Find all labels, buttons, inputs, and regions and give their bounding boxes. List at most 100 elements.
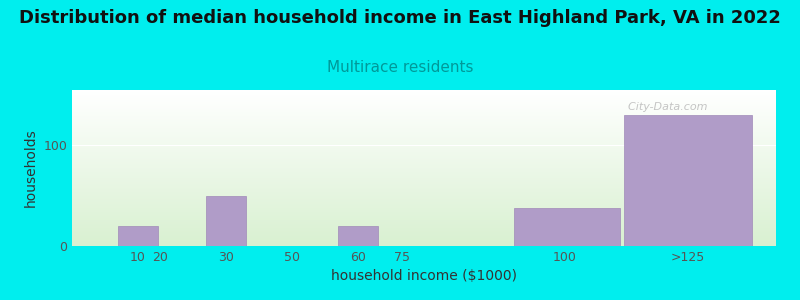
Bar xyxy=(72,198,776,199)
Bar xyxy=(72,160,776,161)
Bar xyxy=(72,90,776,91)
Bar xyxy=(72,179,776,180)
Bar xyxy=(72,204,776,205)
Bar xyxy=(72,196,776,197)
Text: City-Data.com: City-Data.com xyxy=(621,103,708,112)
Bar xyxy=(72,212,776,213)
Bar xyxy=(72,133,776,134)
Bar xyxy=(72,234,776,235)
Bar xyxy=(72,200,776,201)
Bar xyxy=(72,174,776,175)
Bar xyxy=(624,115,752,246)
Bar xyxy=(72,122,776,123)
Text: Multirace residents: Multirace residents xyxy=(326,60,474,75)
Bar xyxy=(72,192,776,193)
Bar xyxy=(72,203,776,204)
Bar xyxy=(72,193,776,194)
Bar xyxy=(72,213,776,214)
Bar xyxy=(72,238,776,239)
Bar xyxy=(72,110,776,111)
Bar xyxy=(72,125,776,126)
Bar xyxy=(72,163,776,164)
Bar xyxy=(72,118,776,119)
Bar xyxy=(72,175,776,176)
Bar xyxy=(72,189,776,190)
Bar xyxy=(72,226,776,227)
Bar xyxy=(72,182,776,183)
Bar xyxy=(72,149,776,150)
Y-axis label: households: households xyxy=(24,129,38,207)
Bar xyxy=(72,103,776,104)
Bar xyxy=(72,202,776,203)
Bar xyxy=(72,245,776,246)
Bar xyxy=(72,195,776,196)
Bar xyxy=(72,117,776,118)
Bar xyxy=(72,218,776,219)
Bar xyxy=(72,215,776,216)
Bar xyxy=(72,211,776,212)
Bar xyxy=(338,226,378,246)
Bar xyxy=(72,159,776,160)
Bar xyxy=(72,235,776,236)
Bar xyxy=(72,222,776,223)
Bar xyxy=(72,187,776,188)
Bar xyxy=(72,185,776,186)
Bar xyxy=(72,116,776,117)
Bar xyxy=(72,239,776,240)
Bar xyxy=(72,114,776,115)
Bar xyxy=(72,92,776,93)
Bar xyxy=(72,105,776,106)
Bar xyxy=(72,209,776,210)
Bar xyxy=(72,106,776,107)
Bar xyxy=(72,102,776,103)
Bar xyxy=(72,197,776,198)
Bar xyxy=(72,242,776,243)
Bar xyxy=(72,169,776,170)
Bar xyxy=(72,94,776,95)
Bar xyxy=(72,165,776,166)
Bar xyxy=(72,199,776,200)
Bar xyxy=(72,154,776,155)
Bar xyxy=(72,240,776,241)
Bar xyxy=(72,144,776,145)
Bar xyxy=(72,123,776,124)
Bar xyxy=(72,97,776,98)
Bar xyxy=(72,214,776,215)
Bar xyxy=(72,206,776,207)
Bar xyxy=(72,141,776,142)
Bar xyxy=(72,236,776,237)
Bar xyxy=(72,98,776,99)
Bar xyxy=(72,100,776,101)
Bar xyxy=(72,217,776,218)
Bar xyxy=(72,225,776,226)
Bar xyxy=(72,164,776,165)
Bar xyxy=(72,176,776,177)
Bar xyxy=(514,208,620,246)
Bar xyxy=(72,129,776,130)
Bar xyxy=(72,151,776,152)
Bar xyxy=(72,108,776,109)
Bar xyxy=(72,124,776,125)
Bar xyxy=(72,130,776,131)
Bar xyxy=(72,162,776,163)
Bar xyxy=(72,99,776,100)
Text: Distribution of median household income in East Highland Park, VA in 2022: Distribution of median household income … xyxy=(19,9,781,27)
Bar xyxy=(72,150,776,151)
Bar xyxy=(72,146,776,147)
Bar xyxy=(72,207,776,208)
Bar xyxy=(72,201,776,202)
Bar xyxy=(72,228,776,229)
X-axis label: household income ($1000): household income ($1000) xyxy=(331,269,517,284)
Bar xyxy=(72,152,776,153)
Bar xyxy=(72,243,776,244)
Bar xyxy=(72,115,776,116)
Bar xyxy=(72,140,776,141)
Bar xyxy=(72,101,776,102)
Bar xyxy=(72,183,776,184)
Bar xyxy=(72,177,776,178)
Bar xyxy=(72,230,776,231)
Bar xyxy=(72,119,776,120)
Bar xyxy=(206,196,246,246)
Bar xyxy=(72,157,776,158)
Bar xyxy=(72,168,776,169)
